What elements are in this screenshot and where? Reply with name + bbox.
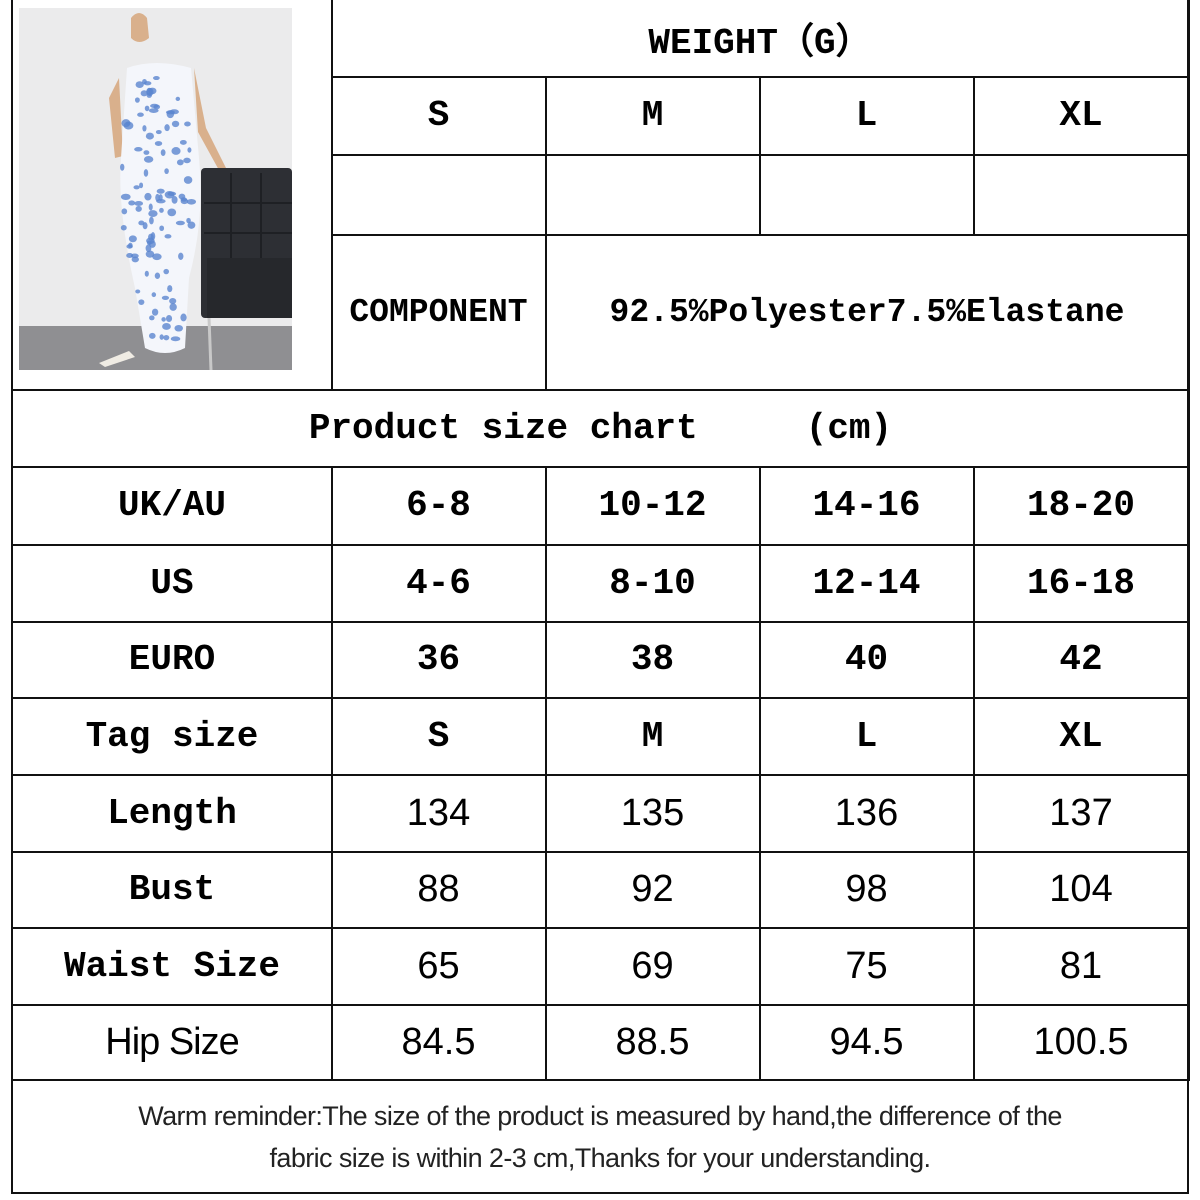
row-label: Hip Size — [13, 1005, 333, 1081]
table-cell: 42 — [974, 622, 1190, 699]
table-cell: 14-16 — [760, 467, 975, 546]
table-cell: 81 — [974, 928, 1190, 1006]
weight-value-1 — [546, 155, 761, 236]
row-label: Bust — [13, 852, 333, 929]
table-cell: 38 — [546, 622, 761, 699]
table-cell: 69 — [546, 928, 761, 1006]
table-cell: 94.5 — [760, 1005, 975, 1081]
row-label: US — [13, 545, 333, 623]
weight-size-1: M — [546, 77, 761, 156]
table-cell: 6-8 — [332, 467, 547, 546]
table-cell: 134 — [332, 775, 547, 853]
weight-value-0 — [332, 155, 547, 236]
size-chart-title: Product size chart (cm) — [13, 390, 1190, 468]
table-cell: 4-6 — [332, 545, 547, 623]
table-cell: 88.5 — [546, 1005, 761, 1081]
component-label: COMPONENT — [332, 235, 547, 391]
weight-header: WEIGHT（G） — [332, 0, 1190, 78]
table-cell: XL — [974, 698, 1190, 776]
table-cell: 40 — [760, 622, 975, 699]
component-value: 92.5%Polyester7.5%Elastane — [546, 235, 1190, 391]
photo-cell — [13, 0, 333, 391]
table-cell: 84.5 — [332, 1005, 547, 1081]
weight-value-3 — [974, 155, 1190, 236]
table-cell: 75 — [760, 928, 975, 1006]
row-label: EURO — [13, 622, 333, 699]
table-cell: 18-20 — [974, 467, 1190, 546]
row-label: UK/AU — [13, 467, 333, 546]
table-cell: 135 — [546, 775, 761, 853]
table-cell: 36 — [332, 622, 547, 699]
row-label: Length — [13, 775, 333, 853]
table-cell: 8-10 — [546, 545, 761, 623]
table-cell: S — [332, 698, 547, 776]
warm-reminder: Warm reminder:The size of the product is… — [13, 1082, 1187, 1192]
dress-model-image — [19, 8, 292, 370]
table-cell: 104 — [974, 852, 1190, 929]
reminder-line-2: fabric size is within 2-3 cm,Thanks for … — [269, 1143, 932, 1173]
weight-value-2 — [760, 155, 975, 236]
table-cell: 16-18 — [974, 545, 1190, 623]
table-cell: 100.5 — [974, 1005, 1190, 1081]
row-label: Tag size — [13, 698, 333, 776]
table-cell: M — [546, 698, 761, 776]
weight-size-3: XL — [974, 77, 1190, 156]
table-cell: 88 — [332, 852, 547, 929]
table-cell: 137 — [974, 775, 1190, 853]
row-label: Waist Size — [13, 928, 333, 1006]
weight-size-0: S — [332, 77, 547, 156]
table-cell: 92 — [546, 852, 761, 929]
weight-size-2: L — [760, 77, 975, 156]
product-photo — [19, 8, 292, 370]
table-cell: 10-12 — [546, 467, 761, 546]
reminder-line-1: Warm reminder:The size of the product is… — [138, 1101, 1062, 1131]
table-cell: 136 — [760, 775, 975, 853]
table-cell: 65 — [332, 928, 547, 1006]
table-cell: L — [760, 698, 975, 776]
table-cell: 12-14 — [760, 545, 975, 623]
table-cell: 98 — [760, 852, 975, 929]
